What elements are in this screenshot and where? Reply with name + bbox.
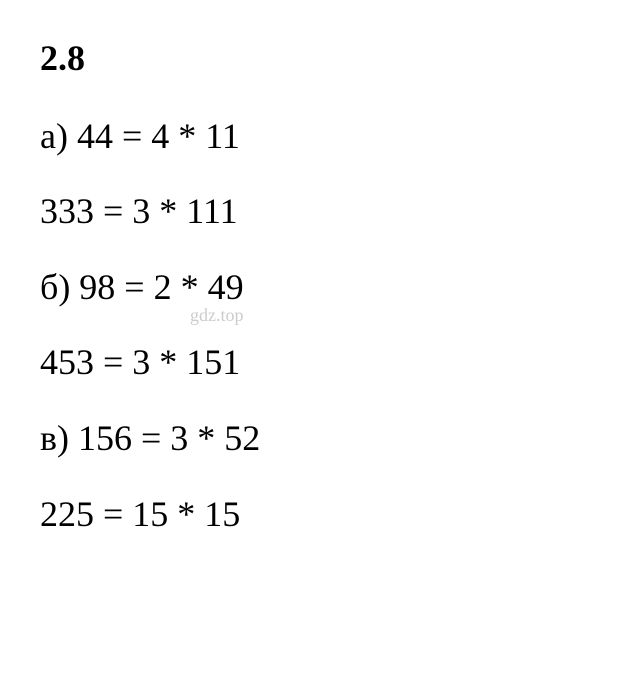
equation-text: 453 = 3 * 151 bbox=[40, 342, 240, 382]
section-number: 2.8 bbox=[40, 30, 600, 88]
equation-text: 225 = 15 * 15 bbox=[40, 494, 240, 534]
equation-line: 333 = 3 * 111 bbox=[40, 183, 600, 241]
equation-text: в) 156 = 3 * 52 bbox=[40, 418, 260, 458]
equation-text: б) 98 = 2 * 49 bbox=[40, 267, 244, 307]
equation-line: б) 98 = 2 * 49 gdz.top bbox=[40, 259, 600, 317]
equation-line: 225 = 15 * 15 bbox=[40, 486, 600, 544]
equation-text: 333 = 3 * 111 bbox=[40, 191, 238, 231]
equation-line: 453 = 3 * 151 bbox=[40, 334, 600, 392]
equation-text: а) 44 = 4 * 11 bbox=[40, 116, 240, 156]
equation-line: в) 156 = 3 * 52 bbox=[40, 410, 600, 468]
equation-line: а) 44 = 4 * 11 bbox=[40, 108, 600, 166]
